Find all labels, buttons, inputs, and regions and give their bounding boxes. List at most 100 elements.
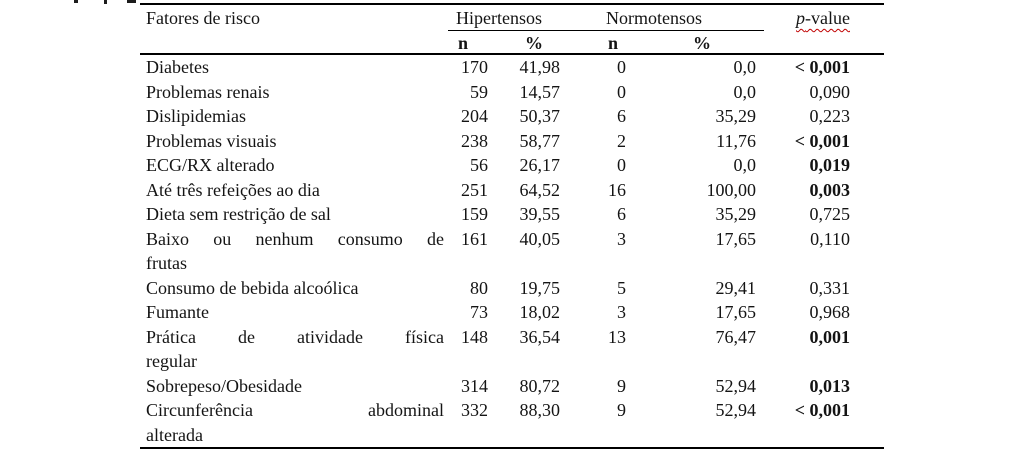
factor-label-line: Baixo ou nenhum consumo de bbox=[146, 228, 444, 249]
cell-pvalue: 0,223 bbox=[809, 106, 851, 126]
table-header: Fatores de risco Hipertensos Normotensos… bbox=[140, 3, 884, 55]
cell-pvalue: 0,019 bbox=[809, 155, 851, 175]
cell-normotensos-pct: 0,0 bbox=[733, 81, 757, 102]
cell-factor: Dislipidemias bbox=[140, 104, 448, 129]
subheader-nor-n: n bbox=[608, 33, 619, 53]
table-row: Baixo ou nenhum consumo de frutas 161 40,05… bbox=[140, 227, 884, 276]
cell-factor: Baixo ou nenhum consumo de frutas bbox=[140, 227, 448, 276]
cell-hipertensos-n: 59 bbox=[470, 81, 488, 102]
cell-hipertensos-n: 148 bbox=[461, 326, 488, 347]
cell-normotensos-n: 5 bbox=[617, 277, 626, 298]
cell-factor: Dieta sem restrição de sal bbox=[140, 202, 448, 227]
cell-normotensos-pct: 35,29 bbox=[715, 204, 757, 224]
factor-label-line: alterada bbox=[146, 424, 203, 445]
cell-factor: Prática de atividade física regular bbox=[140, 325, 448, 374]
cell-normotensos-pct: 0,0 bbox=[733, 57, 757, 77]
cell-hipertensos-n: 238 bbox=[461, 130, 488, 151]
factor-label-line: Até três refeições ao dia bbox=[146, 179, 320, 200]
factor-label-line: Circunferência abdominal bbox=[146, 400, 444, 420]
factor-label-line: Diabetes bbox=[146, 57, 209, 77]
cell-hipertensos-pct: 36,54 bbox=[519, 326, 561, 347]
cropped-text-artifact bbox=[104, 0, 107, 4]
cell-pvalue: < 0,001 bbox=[794, 130, 850, 151]
factor-label-line: frutas bbox=[146, 253, 187, 273]
factor-label-line: Consumo de bebida alcoólica bbox=[146, 277, 359, 298]
cell-factor: Consumo de bebida alcoólica bbox=[140, 276, 448, 301]
cell-normotensos-pct: 35,29 bbox=[715, 106, 757, 126]
factor-label-line: Fumante bbox=[146, 302, 209, 322]
cell-factor: Problemas renais bbox=[140, 80, 448, 105]
subheader-nor-pct: % bbox=[693, 33, 711, 53]
pvalue-label: p-value bbox=[796, 8, 850, 28]
factor-label-line: regular bbox=[146, 351, 197, 371]
table-row: Problemas visuais 238 58,77 2 11,76 < 0,001 bbox=[140, 129, 884, 154]
factor-label-line: Dislipidemias bbox=[146, 106, 246, 126]
cell-normotensos-pct: 0,0 bbox=[733, 155, 757, 175]
cell-pvalue: 0,110 bbox=[810, 228, 850, 249]
cell-normotensos-n: 0 bbox=[617, 57, 626, 77]
cell-hipertensos-pct: 41,98 bbox=[519, 57, 561, 77]
cell-hipertensos-pct: 18,02 bbox=[519, 302, 561, 322]
cell-hipertensos-n: 161 bbox=[461, 228, 488, 249]
cropped-text-artifact bbox=[74, 0, 78, 3]
cell-normotensos-n: 2 bbox=[617, 130, 626, 151]
risk-factors-table: Fatores de risco Hipertensos Normotensos… bbox=[140, 3, 884, 449]
cell-normotensos-pct: 52,94 bbox=[715, 400, 757, 420]
cell-normotensos-n: 9 bbox=[617, 400, 626, 420]
cell-normotensos-pct: 17,65 bbox=[715, 302, 757, 322]
cell-hipertensos-pct: 64,52 bbox=[519, 179, 561, 200]
cell-factor: Até três refeições ao dia bbox=[140, 178, 448, 203]
cell-hipertensos-pct: 88,30 bbox=[519, 400, 561, 420]
cell-pvalue: 0,003 bbox=[809, 179, 851, 200]
cell-hipertensos-pct: 40,05 bbox=[519, 228, 561, 249]
cell-factor: Diabetes bbox=[140, 55, 448, 80]
cell-pvalue: 0,013 bbox=[809, 375, 851, 396]
column-group-normotensos: Normotensos bbox=[596, 5, 764, 31]
cell-hipertensos-n: 204 bbox=[461, 106, 488, 126]
cell-hipertensos-pct: 19,75 bbox=[519, 277, 561, 298]
column-header-factor: Fatores de risco bbox=[146, 8, 260, 28]
cell-normotensos-n: 0 bbox=[617, 81, 626, 102]
table-row: Até três refeições ao dia 251 64,52 16 100,0… bbox=[140, 178, 884, 203]
cell-hipertensos-n: 251 bbox=[461, 179, 488, 200]
factor-label-line: Problemas renais bbox=[146, 81, 270, 102]
subheader-hip-pct: % bbox=[525, 33, 543, 53]
cell-factor: Sobrepeso/Obesidade bbox=[140, 374, 448, 399]
cell-pvalue: 0,725 bbox=[809, 204, 851, 224]
cell-hipertensos-pct: 50,37 bbox=[519, 106, 561, 126]
cell-factor: Fumante bbox=[140, 300, 448, 325]
cell-hipertensos-pct: 58,77 bbox=[519, 130, 561, 151]
cell-normotensos-pct: 17,65 bbox=[715, 228, 757, 249]
cell-normotensos-n: 3 bbox=[617, 228, 626, 249]
cell-normotensos-pct: 11,76 bbox=[716, 130, 756, 151]
cell-pvalue: 0,331 bbox=[809, 277, 851, 298]
cell-hipertensos-n: 170 bbox=[461, 57, 488, 77]
subheader-hip-n: n bbox=[458, 33, 469, 53]
cell-hipertensos-n: 159 bbox=[461, 204, 488, 224]
table-row: Consumo de bebida alcoólica 80 19,75 5 29,41… bbox=[140, 276, 884, 301]
column-group-hipertensos: Hipertensos bbox=[448, 5, 596, 31]
cell-hipertensos-n: 56 bbox=[470, 155, 488, 175]
cropped-text-artifact bbox=[127, 0, 136, 3]
table-row: Circunferência abdominal alterada 332 88,30… bbox=[140, 398, 884, 447]
factor-label-line: Prática de atividade física bbox=[146, 326, 444, 347]
table-row: Prática de atividade física regular 148 36,… bbox=[140, 325, 884, 374]
table-body: Diabetes 170 41,98 0 0,0 < 0,001 Problemas ren… bbox=[140, 55, 884, 449]
cell-hipertensos-n: 314 bbox=[461, 375, 488, 396]
cell-factor: Circunferência abdominal alterada bbox=[140, 398, 448, 447]
cell-factor: Problemas visuais bbox=[140, 129, 448, 154]
table-row: Sobrepeso/Obesidade 314 80,72 9 52,94 0,013 bbox=[140, 374, 884, 399]
cell-normotensos-n: 6 bbox=[617, 204, 626, 224]
cell-pvalue: < 0,001 bbox=[794, 400, 850, 420]
cell-normotensos-pct: 100,00 bbox=[706, 179, 757, 200]
cell-hipertensos-n: 332 bbox=[461, 400, 488, 420]
table-row: Fumante 73 18,02 3 17,65 0,968 bbox=[140, 300, 884, 325]
cell-factor: ECG/RX alterado bbox=[140, 153, 448, 178]
cell-hipertensos-n: 73 bbox=[470, 302, 488, 322]
table-row: Diabetes 170 41,98 0 0,0 < 0,001 bbox=[140, 55, 884, 80]
cell-pvalue: 0,001 bbox=[809, 326, 851, 347]
table-row: ECG/RX alterado 56 26,17 0 0,0 0,019 bbox=[140, 153, 884, 178]
table-row: Problemas renais 59 14,57 0 0,0 0,090 bbox=[140, 80, 884, 105]
cell-hipertensos-pct: 14,57 bbox=[519, 81, 561, 102]
